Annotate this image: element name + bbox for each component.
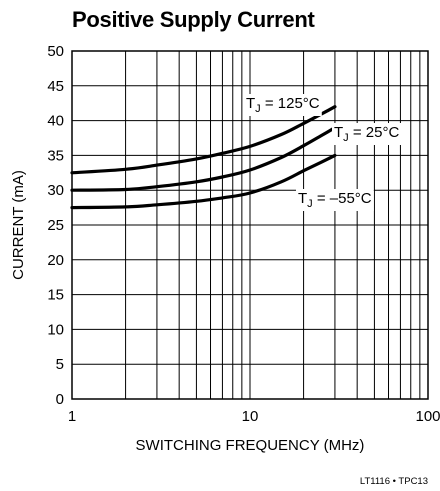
y-tick-label: 35 [47,147,64,164]
series-line-1 [70,105,337,175]
y-tick-label: 20 [47,252,64,269]
y-tick-label: 15 [47,287,64,304]
series-line-2 [70,126,337,192]
footnote: LT1116 • TPC13 [360,476,428,487]
x-tick-label: 100 [415,408,440,425]
y-tick-label: 5 [56,356,64,373]
y-tick-label: 45 [47,78,64,95]
y-tick-label: 40 [47,113,64,130]
y-axis-label: CURRENT (mA) [10,170,27,280]
series-group: TJ = 125°C TJ = 25°C TJ = –55°C [70,94,402,211]
x-axis-label: SWITCHING FREQUENCY (MHz) [136,437,365,454]
chart-title: Positive Supply Current [72,7,315,32]
series-label-bg [244,94,322,116]
plot-frame [71,50,429,400]
series-label-bg [332,123,402,145]
x-tick-label: 1 [68,408,76,425]
y-tick-label: 0 [56,391,64,408]
series-label-3: TJ = –55°C [298,190,372,210]
x-tick-labels: 1 10 100 [68,408,440,425]
y-tick-labels: 0 5 10 15 20 25 30 35 40 45 50 [47,43,64,408]
y-tick-label: 10 [47,321,64,338]
series-line-3 [70,153,337,210]
series-label-bg [296,189,374,211]
y-tick-label: 50 [47,43,64,60]
y-tick-label: 25 [47,217,64,234]
series-label-1: TJ = 125°C [246,95,320,115]
x-tick-label: 10 [242,408,259,425]
y-tick-label: 30 [47,182,64,199]
series-label-2: TJ = 25°C [334,124,399,144]
